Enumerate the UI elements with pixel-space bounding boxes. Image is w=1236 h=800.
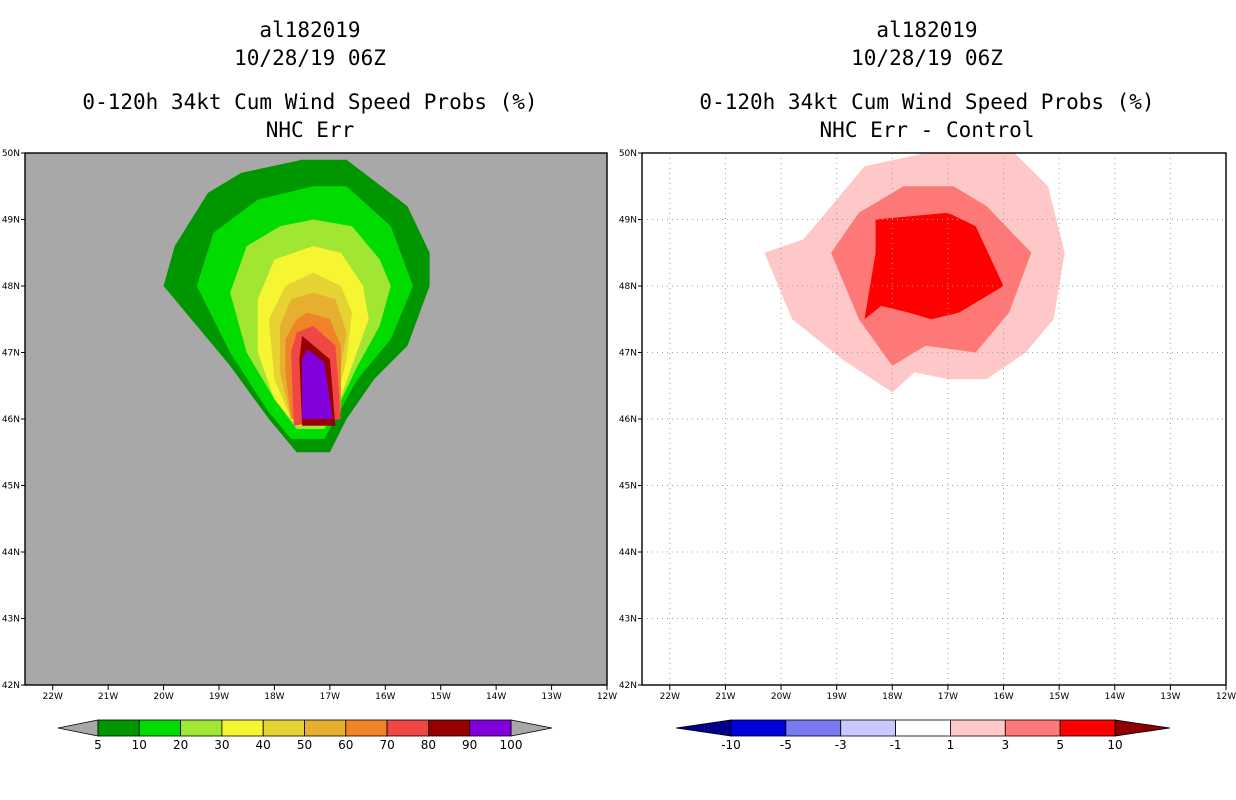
right-x-tick-label: 20W [771, 692, 791, 702]
left-colorbar-label: 50 [297, 738, 312, 752]
right-x-tick-label: 17W [938, 692, 958, 702]
left-x-tick-label: 14W [486, 692, 506, 702]
left-y-tick-label: 44N [2, 548, 20, 558]
left-colorbar-swatch [427, 719, 471, 737]
left-colorbar-high-arrow [510, 719, 553, 737]
left-colorbar-label: 5 [94, 738, 102, 752]
left-x-tick-label: 18W [264, 692, 284, 702]
left-colorbar-label: 10 [132, 738, 147, 752]
right-colorbar-swatch [950, 719, 1006, 737]
left-title-storm-id: al182019 [259, 18, 361, 42]
left-x-tick-label: 13W [541, 692, 561, 702]
left-x-tick-label: 22W [43, 692, 63, 702]
left-colorbar-swatch [138, 719, 182, 737]
left-panel: 22W 21W 20W 19W 18W 17W 16W 15W 14W 13W 12W 42N 43N 4… [2, 149, 617, 752]
left-x-tick-label: 21W [98, 692, 118, 702]
right-x-tick-label: 14W [1105, 692, 1125, 702]
left-y-tick-label: 45N [2, 482, 20, 492]
right-colorbar-low-arrow [675, 719, 732, 737]
right-colorbar: -10 -5 -3 -1 1 3 5 10 [675, 719, 1171, 752]
right-y-tick-label: 45N [619, 482, 637, 492]
left-x-tick-label: 19W [209, 692, 229, 702]
left-contour-90 [302, 349, 333, 419]
left-colorbar-swatch [304, 719, 347, 737]
right-colorbar-swatch [1059, 719, 1116, 737]
right-title-product: 0-120h 34kt Cum Wind Speed Probs (%) [699, 90, 1155, 114]
right-colorbar-label: 5 [1056, 738, 1064, 752]
right-colorbar-swatch [1004, 719, 1061, 737]
right-y-tick-label: 42N [619, 681, 637, 691]
left-colorbar: 5 10 20 30 40 50 60 70 80 90 100 [57, 719, 553, 752]
left-colorbar-label: 90 [462, 738, 477, 752]
right-colorbar-label: -5 [780, 738, 792, 752]
right-colorbar-label: -1 [890, 738, 902, 752]
right-x-tick-label: 13W [1160, 692, 1180, 702]
left-colorbar-label: 20 [173, 738, 188, 752]
right-y-tick-label: 49N [619, 216, 637, 226]
left-y-tick-label: 47N [2, 349, 20, 359]
left-y-tick-label: 48N [2, 282, 20, 292]
left-y-tick-label: 50N [2, 149, 20, 159]
left-colorbar-label: 60 [338, 738, 353, 752]
left-colorbar-swatch [386, 719, 429, 737]
right-x-tick-label: 15W [1049, 692, 1069, 702]
right-colorbar-swatch [785, 719, 842, 737]
left-colorbar-swatch [469, 719, 512, 737]
right-colorbar-label: 3 [1001, 738, 1009, 752]
left-y-tick-label: 46N [2, 415, 20, 425]
right-y-tick-label: 50N [619, 149, 637, 159]
right-colorbar-label: -3 [835, 738, 847, 752]
left-y-tick-label: 43N [2, 615, 20, 625]
left-x-tick-label: 17W [320, 692, 340, 702]
right-panel: 22W 21W 20W 19W 18W 17W 16W 15W 14W 13W 12W 42N 43N 4… [619, 149, 1236, 752]
left-x-tick-label: 12W [597, 692, 617, 702]
left-colorbar-label: 100 [500, 738, 523, 752]
left-colorbar-low-arrow [57, 719, 99, 737]
right-x-tick-label: 12W [1216, 692, 1236, 702]
right-colorbar-swatch [730, 719, 787, 737]
left-x-tick-label: 20W [153, 692, 173, 702]
right-colorbar-high-arrow [1114, 719, 1171, 737]
right-y-tick-label: 43N [619, 615, 637, 625]
left-y-tick-label: 49N [2, 216, 20, 226]
right-colorbar-label: -10 [721, 738, 741, 752]
right-contour-5 [864, 212, 1004, 320]
left-colorbar-swatch [221, 719, 264, 737]
right-x-tick-label: 21W [715, 692, 735, 702]
left-title-datetime: 10/28/19 06Z [234, 46, 386, 70]
left-colorbar-swatch [262, 719, 305, 737]
right-x-tick-label: 19W [826, 692, 846, 702]
right-colorbar-swatch [840, 719, 896, 737]
right-title-subtitle: NHC Err - Control [819, 118, 1035, 142]
right-y-tick-label: 47N [619, 349, 637, 359]
left-colorbar-swatch [180, 719, 223, 737]
left-title-product: 0-120h 34kt Cum Wind Speed Probs (%) [82, 90, 538, 114]
left-title-subtitle: NHC Err [265, 118, 355, 142]
left-colorbar-label: 70 [379, 738, 394, 752]
left-x-tick-label: 16W [375, 692, 395, 702]
left-y-tick-label: 42N [2, 681, 20, 691]
left-colorbar-label: 30 [214, 738, 229, 752]
left-colorbar-label: 40 [256, 738, 271, 752]
right-title-datetime: 10/28/19 06Z [851, 46, 1003, 70]
right-y-tick-label: 48N [619, 282, 637, 292]
right-colorbar-label: 10 [1107, 738, 1122, 752]
right-colorbar-label: 1 [947, 738, 955, 752]
left-colorbar-label: 80 [421, 738, 436, 752]
right-x-tick-label: 22W [660, 692, 680, 702]
right-x-tick-label: 18W [882, 692, 902, 702]
right-title-storm-id: al182019 [876, 18, 978, 42]
left-colorbar-swatch [345, 719, 388, 737]
right-y-tick-label: 44N [619, 548, 637, 558]
right-colorbar-swatch [895, 719, 951, 737]
left-colorbar-swatch [97, 719, 140, 737]
right-x-tick-label: 16W [993, 692, 1013, 702]
left-x-tick-label: 15W [431, 692, 451, 702]
right-y-tick-label: 46N [619, 415, 637, 425]
